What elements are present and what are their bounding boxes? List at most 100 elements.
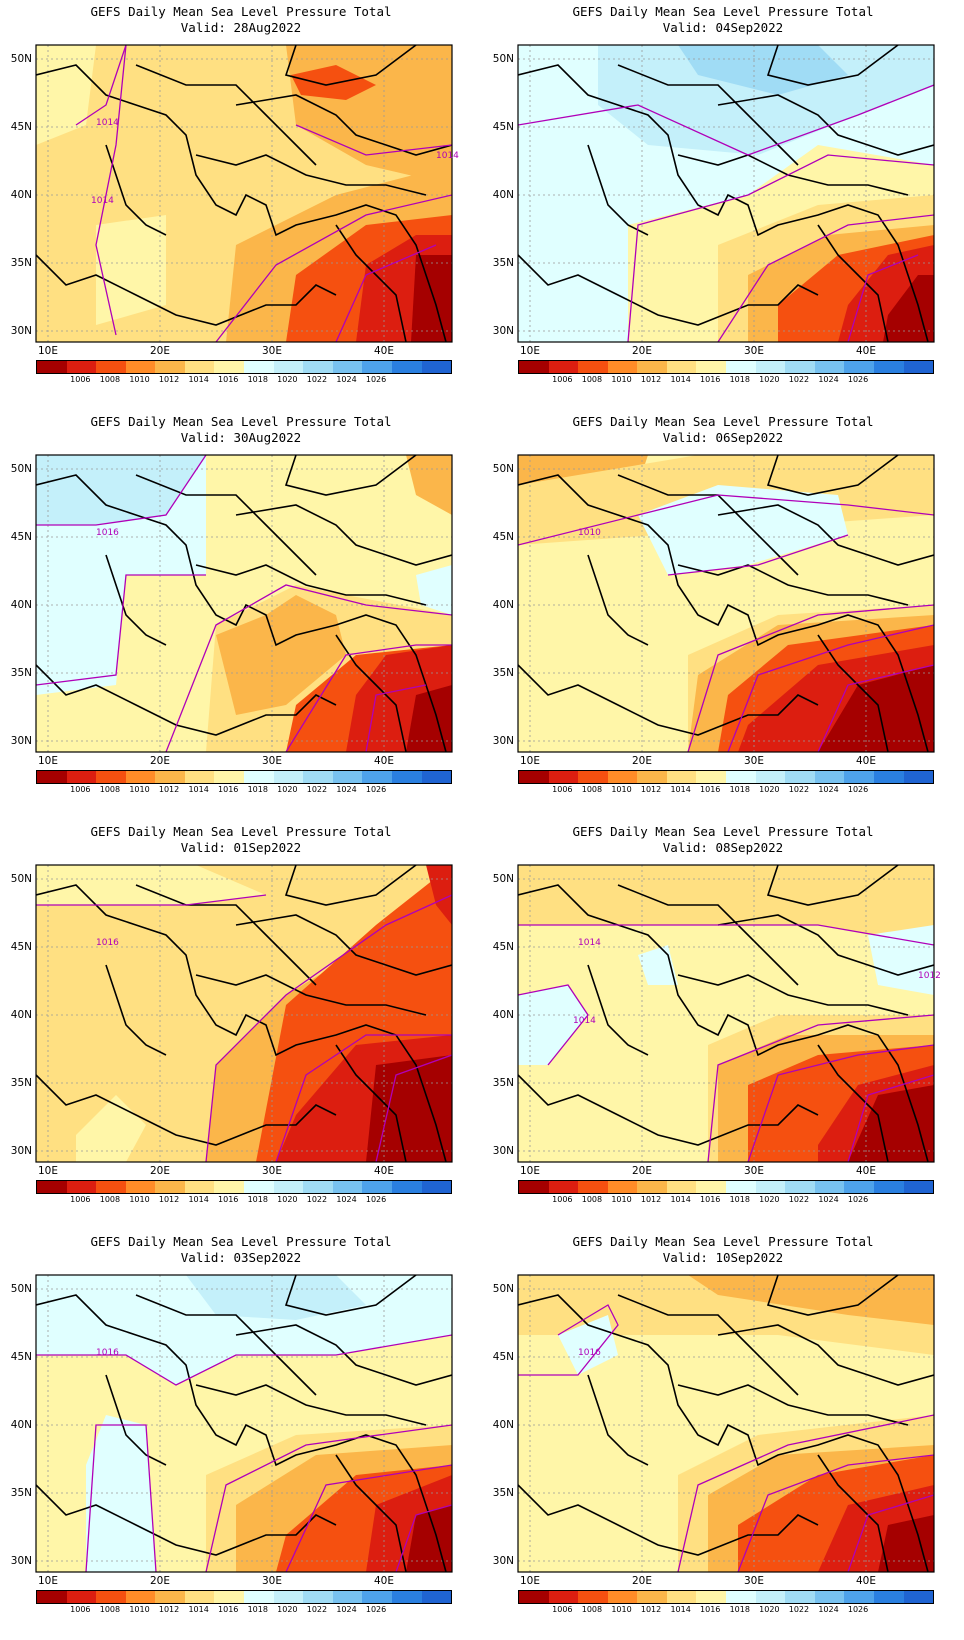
longitude-label: 40E	[856, 1165, 876, 1177]
map-frame	[35, 44, 453, 343]
colorbar-swatch	[303, 361, 333, 373]
coastline	[195, 564, 427, 606]
longitude-label: 10E	[520, 345, 540, 357]
colorbar-tick-label: 1012	[158, 1605, 180, 1614]
isobar-label: 1014	[573, 1016, 596, 1026]
map-content	[36, 865, 452, 1162]
colorbar-swatch	[391, 1181, 422, 1193]
colorbar-swatch	[548, 1181, 579, 1193]
colorbar-swatch	[903, 361, 934, 373]
longitude-label: 30E	[262, 1165, 282, 1177]
colorbar-swatch	[578, 1591, 608, 1603]
isobar-contour	[275, 1034, 452, 1162]
pressure-shade	[688, 1275, 934, 1325]
colorbar-swatch	[519, 771, 549, 783]
latitude-label: 45N	[492, 531, 514, 543]
colorbar-tick-label: 1006	[70, 375, 91, 384]
colorbar-tick-label: 1014	[670, 375, 691, 384]
colorbar-tick-label: 1026	[365, 1195, 387, 1204]
coastline	[195, 1384, 427, 1426]
isobar-contour	[847, 1074, 934, 1162]
panel-title: GEFS Daily Mean Sea Level Pressure Total	[572, 1234, 874, 1249]
coastline	[235, 1324, 452, 1386]
latitude-label: 30N	[10, 735, 32, 747]
coastline	[518, 1484, 819, 1556]
colorbar-swatch	[696, 1591, 727, 1603]
longitude-label: 20E	[150, 345, 170, 357]
colorbar-tick-label: 1008	[99, 1605, 121, 1614]
colorbar-swatch	[903, 1181, 934, 1193]
coastline	[335, 1044, 407, 1162]
panel-title: GEFS Daily Mean Sea Level Pressure Total	[90, 4, 392, 19]
colorbar-swatch	[421, 771, 452, 783]
pressure-shade	[96, 215, 166, 325]
isobar-label: 1014	[436, 151, 459, 161]
map-frame	[35, 864, 453, 1163]
coastline	[105, 964, 167, 1056]
colorbar-swatch	[362, 771, 392, 783]
latitude-label: 40N	[492, 1419, 514, 1431]
coastline	[105, 1374, 167, 1466]
coastline	[817, 224, 889, 342]
colorbar-tick-label: 1024	[336, 785, 357, 794]
colorbar-swatch	[578, 1181, 608, 1193]
isobar-contour	[395, 1504, 452, 1572]
colorbar-tick-label: 1008	[581, 1195, 603, 1204]
longitude-label: 20E	[632, 1165, 652, 1177]
colorbar-swatch	[244, 1591, 274, 1603]
colorbar-swatch	[873, 1591, 904, 1603]
coastline	[717, 1324, 934, 1386]
colorbar-tick-label: 1022	[306, 375, 328, 384]
panel-valid-date: Valid: 08Sep2022	[662, 840, 784, 855]
colorbar-swatch	[125, 1181, 156, 1193]
colorbar-tick-label: 1016	[218, 1195, 239, 1204]
latitude-label: 30N	[492, 1145, 514, 1157]
isobar-contour	[205, 894, 452, 1162]
pressure-shade	[291, 65, 376, 100]
colorbar-tick-label: 1018	[729, 1605, 750, 1614]
colorbar-swatch	[273, 1181, 304, 1193]
isobar-contour	[667, 534, 849, 576]
latitude-label: 30N	[10, 1145, 32, 1157]
isobar-contour	[165, 584, 452, 752]
longitude-label: 40E	[856, 755, 876, 767]
pressure-map	[517, 1274, 935, 1573]
panel-valid-date: Valid: 06Sep2022	[662, 430, 784, 445]
colorbar-tick-label: 1018	[247, 785, 268, 794]
colorbar-swatch	[519, 1591, 549, 1603]
colorbar-swatch	[785, 361, 815, 373]
colorbar-tick-label: 1010	[129, 1195, 150, 1204]
longitude-label: 10E	[520, 1165, 540, 1177]
colorbar	[518, 770, 934, 784]
coastline	[717, 914, 934, 976]
colorbar-tick-label: 1024	[336, 375, 357, 384]
pressure-map	[35, 1274, 453, 1573]
colorbar-tick-label: 1014	[188, 375, 209, 384]
colorbar-tick-label: 1020	[759, 785, 780, 794]
coastline	[677, 1384, 909, 1426]
map-frame	[517, 864, 935, 1163]
coastline	[36, 254, 337, 326]
colorbar	[518, 1180, 934, 1194]
latitude-label: 50N	[492, 1283, 514, 1295]
isobar-contour	[727, 624, 934, 752]
longitude-label: 30E	[262, 1575, 282, 1587]
colorbar-swatch	[303, 1181, 333, 1193]
colorbar-tick-label: 1008	[581, 1605, 603, 1614]
latitude-label: 30N	[492, 1555, 514, 1567]
colorbar-swatch	[214, 1591, 245, 1603]
isobar-label: 1014	[578, 938, 601, 948]
panel-valid-date: Valid: 28Aug2022	[180, 20, 302, 35]
coastline	[766, 455, 899, 496]
colorbar-swatch	[66, 1591, 97, 1603]
colorbar-swatch	[814, 1591, 845, 1603]
isobar-contour	[747, 1044, 934, 1162]
longitude-label: 40E	[374, 755, 394, 767]
colorbar-swatch	[244, 771, 274, 783]
colorbar-swatch	[785, 771, 815, 783]
colorbar-swatch	[666, 1181, 697, 1193]
coastline	[587, 554, 649, 646]
coastline	[135, 64, 317, 166]
colorbar-tick-label: 1008	[99, 1195, 121, 1204]
colorbar	[36, 1180, 452, 1194]
